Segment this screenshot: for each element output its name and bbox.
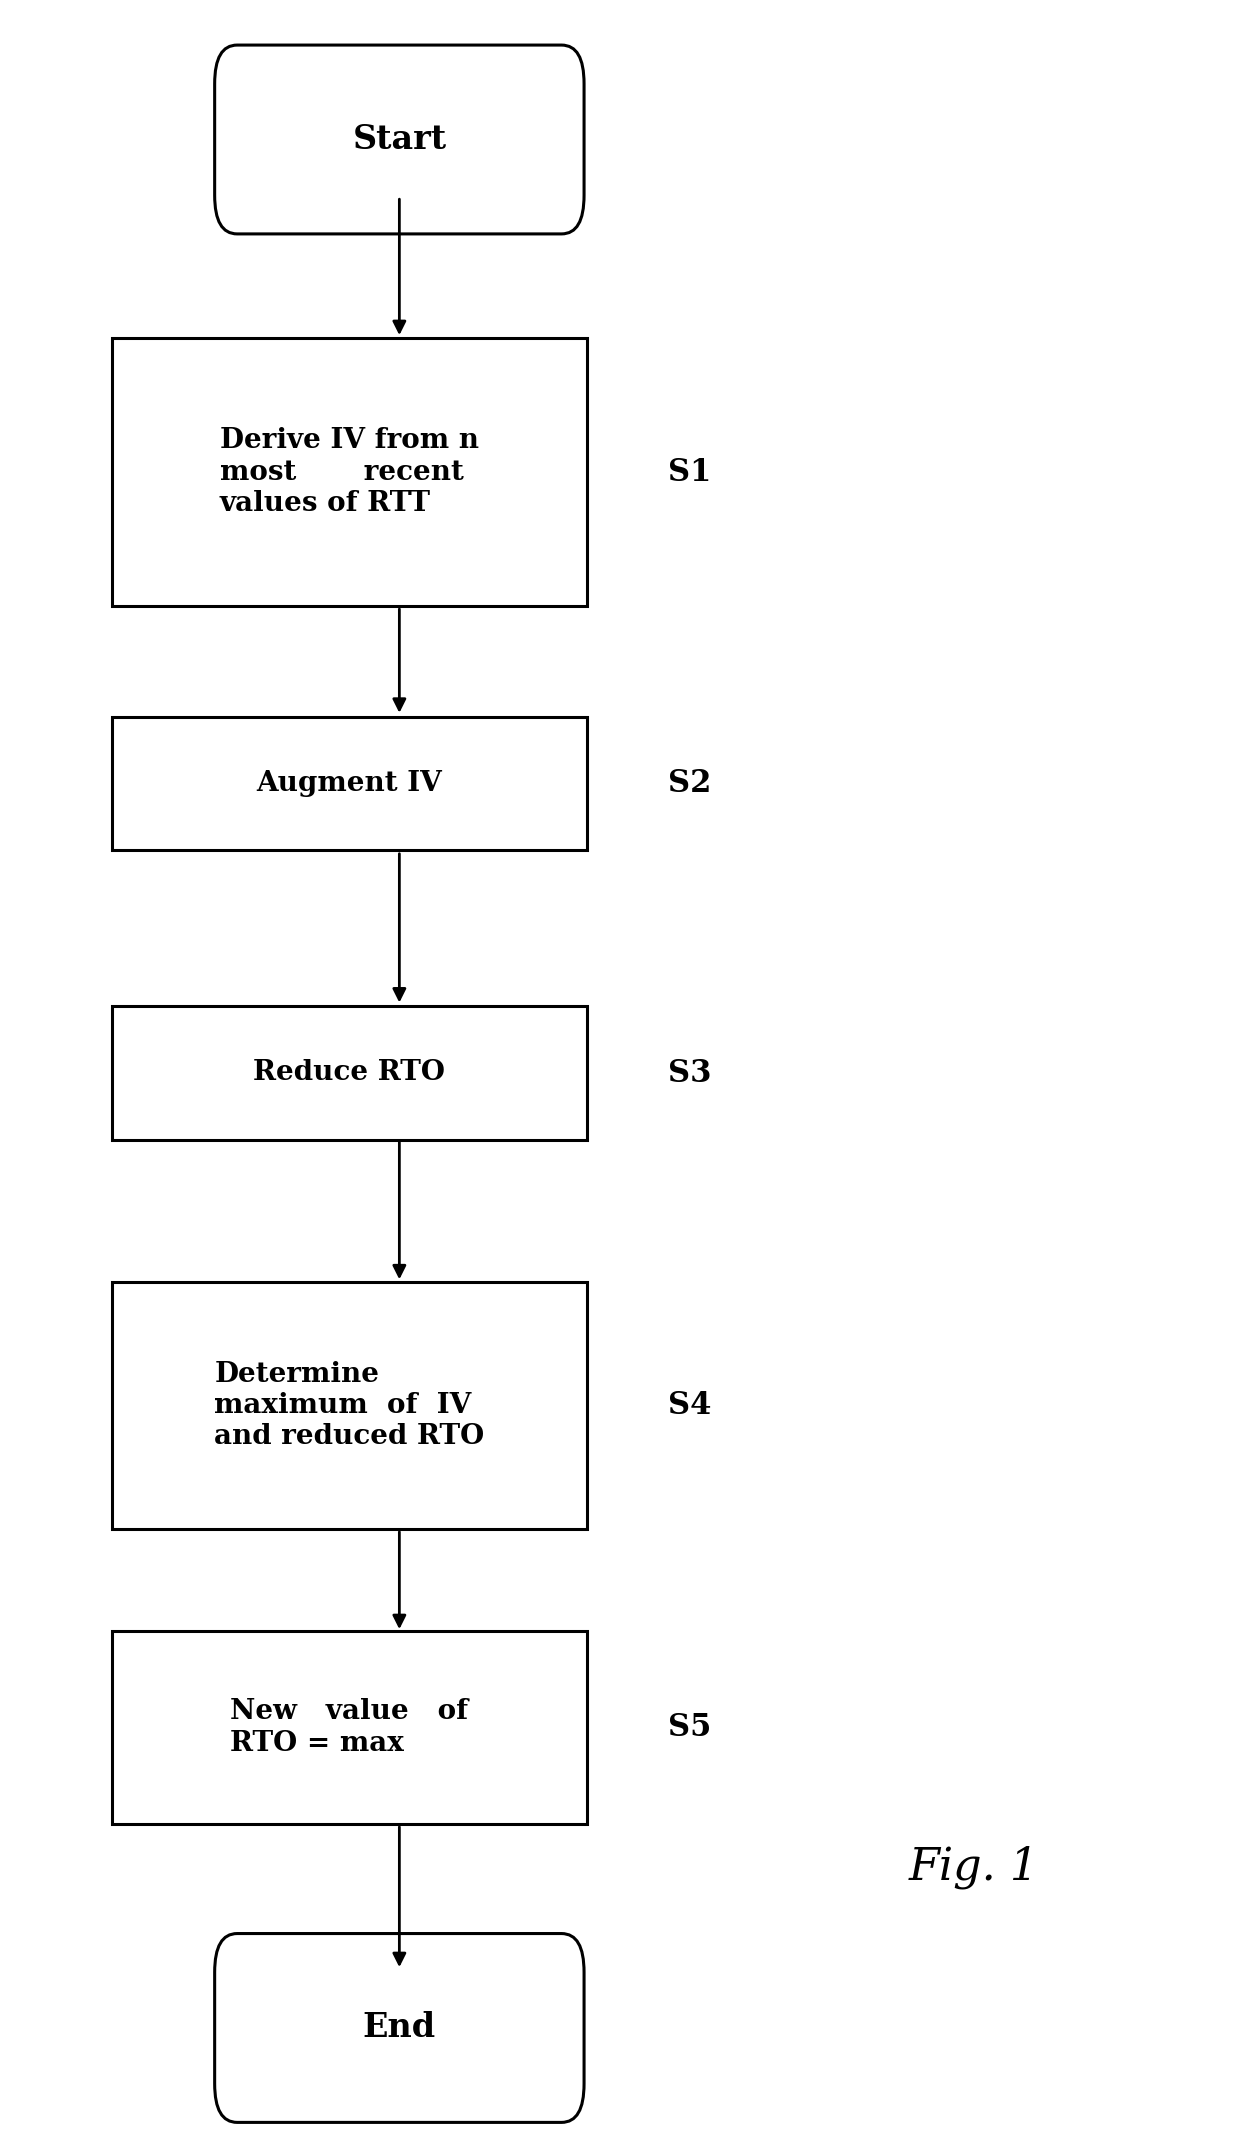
Text: S5: S5 — [668, 1713, 711, 1743]
Text: S2: S2 — [668, 768, 711, 798]
Text: End: End — [363, 2011, 436, 2045]
Text: Start: Start — [352, 122, 447, 157]
Bar — [112, 1006, 587, 1140]
Bar — [112, 1283, 587, 1530]
FancyBboxPatch shape — [215, 1934, 584, 2122]
Text: Fig. 1: Fig. 1 — [909, 1846, 1038, 1888]
Text: Augment IV: Augment IV — [257, 770, 442, 796]
Bar — [112, 1631, 587, 1824]
Text: New   value   of
RTO = max: New value of RTO = max — [231, 1697, 468, 1758]
Bar — [112, 717, 587, 850]
Text: S4: S4 — [668, 1391, 711, 1421]
Text: Determine
maximum  of  IV
and reduced RTO: Determine maximum of IV and reduced RTO — [215, 1361, 484, 1451]
Text: S1: S1 — [668, 457, 711, 487]
Text: Derive IV from n
most       recent
values of RTT: Derive IV from n most recent values of R… — [220, 427, 479, 517]
Text: S3: S3 — [668, 1058, 711, 1088]
Text: Reduce RTO: Reduce RTO — [253, 1060, 446, 1086]
FancyBboxPatch shape — [215, 45, 584, 234]
Bar — [112, 337, 587, 605]
